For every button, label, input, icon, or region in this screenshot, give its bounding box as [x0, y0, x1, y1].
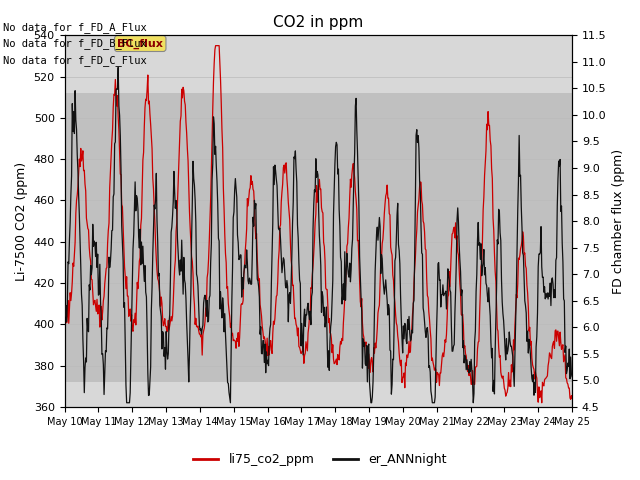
Title: CO2 in ppm: CO2 in ppm: [273, 15, 364, 30]
Legend: li75_co2_ppm, er_ANNnight: li75_co2_ppm, er_ANNnight: [188, 448, 452, 471]
Text: No data for f_FD_C_Flux: No data for f_FD_C_Flux: [3, 55, 147, 66]
Text: BC_flux: BC_flux: [117, 38, 163, 48]
Text: No data for f_FD_B_Flux: No data for f_FD_B_Flux: [3, 38, 147, 49]
Y-axis label: Li-7500 CO2 (ppm): Li-7500 CO2 (ppm): [15, 162, 28, 281]
Bar: [65, 93, 572, 382]
Text: No data for f_FD_A_Flux: No data for f_FD_A_Flux: [3, 22, 147, 33]
Y-axis label: FD chamber flux (ppm): FD chamber flux (ppm): [612, 148, 625, 294]
